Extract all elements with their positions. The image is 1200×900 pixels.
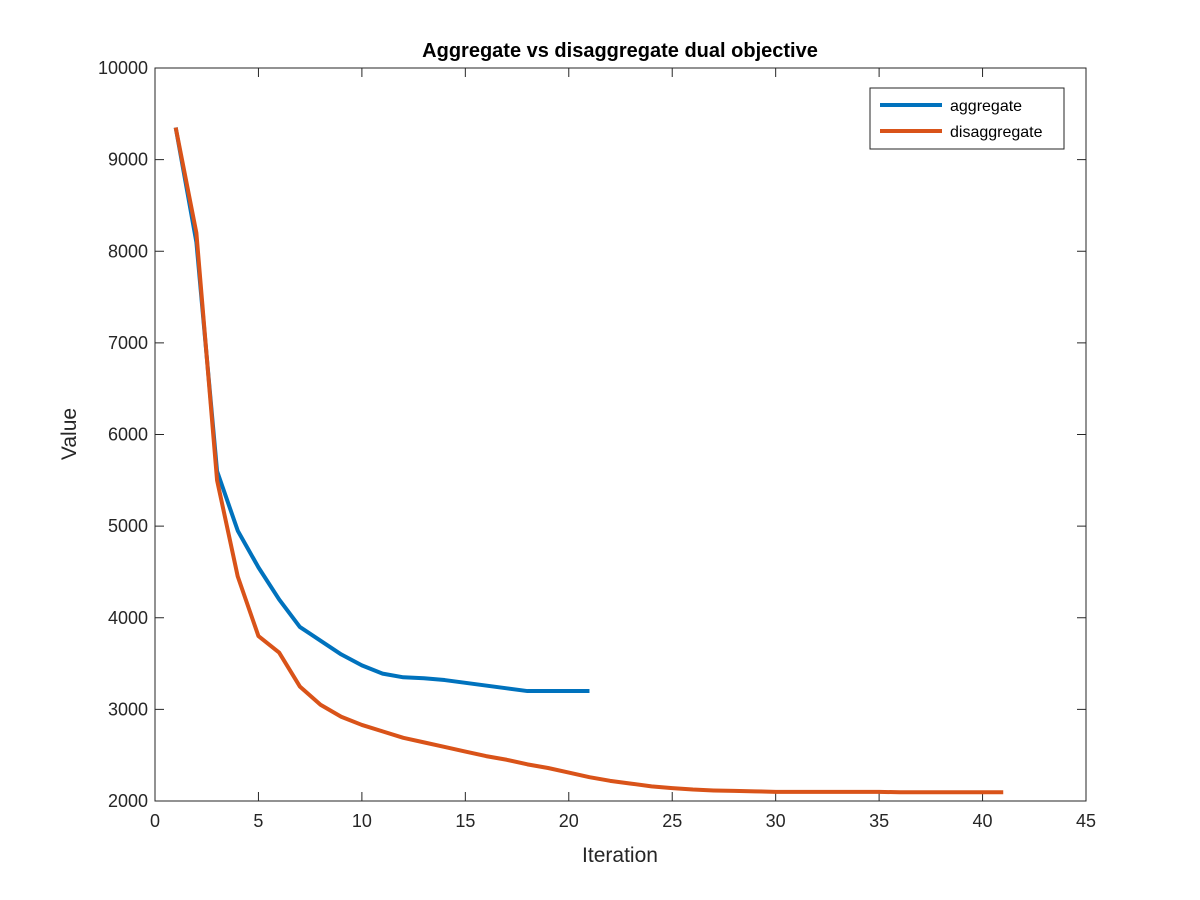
legend: aggregate disaggregate xyxy=(869,87,1065,150)
x-tick-label: 25 xyxy=(662,811,682,831)
x-tick-label: 40 xyxy=(973,811,993,831)
plot-area xyxy=(154,67,1087,802)
y-tick-label: 3000 xyxy=(108,699,148,719)
x-tick-label: 0 xyxy=(150,811,160,831)
series-line-disaggregate xyxy=(173,127,1004,795)
x-tick-label: 45 xyxy=(1076,811,1096,831)
axis-ticks: 0 5 10 15 20 25 30 35 40 45 2000 3000 4000 5000 6000 70… xyxy=(98,58,1096,831)
x-tick-label: 20 xyxy=(559,811,579,831)
y-axis-label: Value xyxy=(58,408,81,460)
legend-label-disaggregate: disaggregate xyxy=(950,124,1043,141)
x-axis-label: Iteration xyxy=(582,844,658,867)
y-tick-label: 8000 xyxy=(108,241,148,261)
y-tick-label: 9000 xyxy=(108,150,148,170)
y-tick-label: 7000 xyxy=(108,333,148,353)
y-tick-label: 5000 xyxy=(108,516,148,536)
chart-title: Aggregate vs disaggregate dual objective xyxy=(422,40,818,62)
y-tick-label: 6000 xyxy=(108,425,148,445)
legend-box xyxy=(869,87,1065,150)
series-line-aggregate xyxy=(173,127,590,694)
x-tick-label: 15 xyxy=(455,811,475,831)
y-tick-label: 4000 xyxy=(108,608,148,628)
x-tick-label: 10 xyxy=(352,811,372,831)
x-tick-label: 5 xyxy=(253,811,263,831)
x-tick-label: 30 xyxy=(766,811,786,831)
data-series xyxy=(173,127,1004,795)
y-tick-label: 10000 xyxy=(98,58,148,78)
x-tick-label: 35 xyxy=(869,811,889,831)
y-tick-label: 2000 xyxy=(108,791,148,811)
legend-label-aggregate: aggregate xyxy=(950,98,1022,115)
